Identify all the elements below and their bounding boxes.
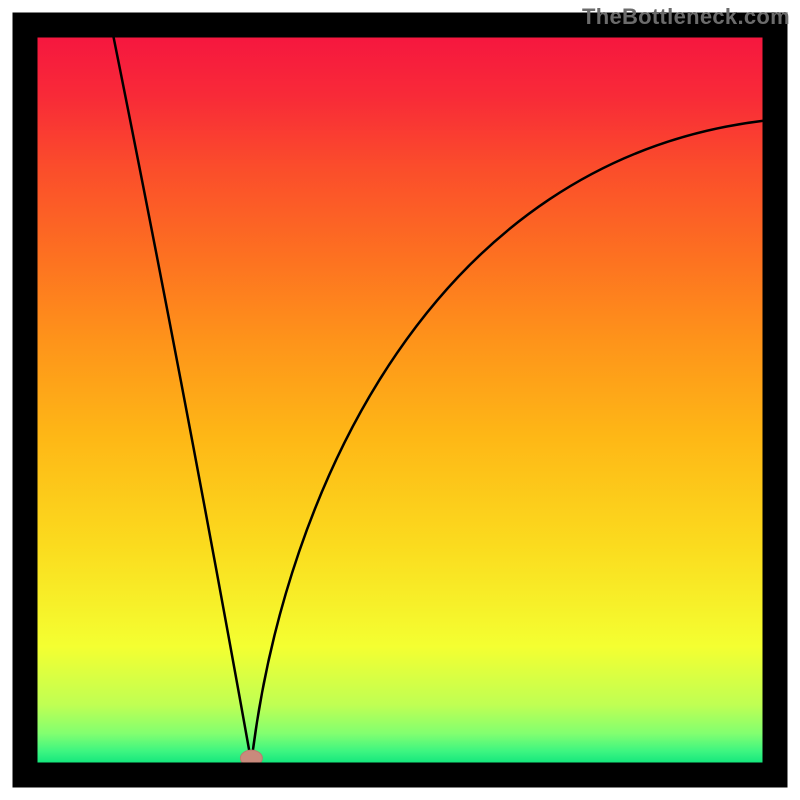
watermark-text: TheBottleneck.com (582, 4, 790, 30)
bottleneck-chart (0, 0, 800, 800)
chart-container: TheBottleneck.com (0, 0, 800, 800)
